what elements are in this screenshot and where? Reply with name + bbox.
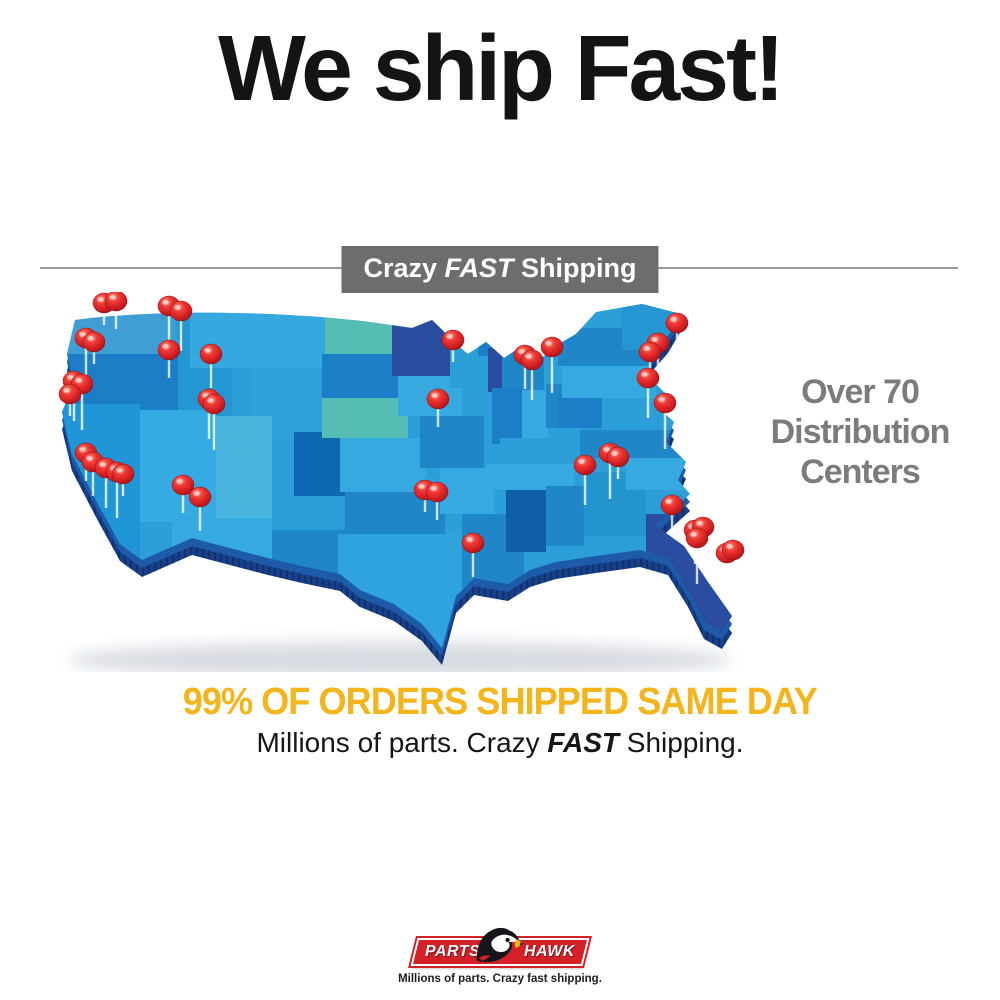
map-ground-shadow [70,642,730,678]
callout-line-2: Distribution [770,413,951,452]
callout-line-1: Over 70 [801,373,920,411]
map-pin[interactable] [171,474,195,496]
map-pin[interactable] [104,290,128,312]
banner-text-prefix: Crazy [363,253,438,283]
map-pin[interactable] [169,300,193,322]
map-pin[interactable] [660,494,684,516]
map-pin[interactable] [111,463,135,485]
promo-tagline-suffix: Shipping. [626,727,744,758]
us-map-svg [58,290,745,678]
hawk-head-icon [476,927,525,963]
distribution-callout: Over 70 Distribution Centers [745,372,975,492]
map-pin[interactable] [441,329,465,351]
partshawk-logo: PARTS HAWK Millions of parts. Crazy fast… [390,922,610,985]
map-pin[interactable] [540,336,564,358]
map-pin[interactable] [82,331,106,353]
promo-tagline-emphasis: FAST [539,727,627,758]
us-distribution-map [40,290,750,678]
map-pin[interactable] [665,312,689,334]
map-pin[interactable] [157,339,181,361]
logo-word-hawk: HAWK [524,943,575,960]
map-pin[interactable] [188,486,212,508]
promo-tagline: Millions of parts. Crazy FAST Shipping. [0,727,1000,759]
map-pin[interactable] [573,454,597,476]
promo-tagline-prefix: Millions of parts. Crazy [256,727,540,758]
logo-bar: PARTS HAWK [410,927,590,966]
pin-balls-layer [58,290,745,564]
map-pin[interactable] [520,349,544,371]
map-pin[interactable] [606,446,630,468]
page-title: We ship Fast! [218,16,785,120]
map-pin[interactable] [58,383,82,405]
map-pin[interactable] [636,367,660,389]
banner-text-emphasis: FAST [437,253,522,283]
callout-line-3: Centers [800,453,921,492]
promo-headline: 99% OF ORDERS SHIPPED SAME DAY [0,681,1000,724]
shipping-banner: Crazy FAST Shipping [341,246,659,293]
promo-headline-text: 99% OF ORDERS SHIPPED SAME DAY [182,681,818,723]
map-pin[interactable] [685,527,709,549]
map-pin[interactable] [426,388,450,410]
map-pin[interactable] [425,481,449,503]
banner-text-suffix: Shipping [521,253,637,283]
map-pin[interactable] [653,392,677,414]
logo-tagline: Millions of parts. Crazy fast shipping. [398,973,602,985]
map-pin[interactable] [721,539,745,561]
map-pin[interactable] [199,343,223,365]
map-pin[interactable] [461,532,485,554]
map-pin[interactable] [202,393,226,415]
map-pin[interactable] [638,341,662,363]
